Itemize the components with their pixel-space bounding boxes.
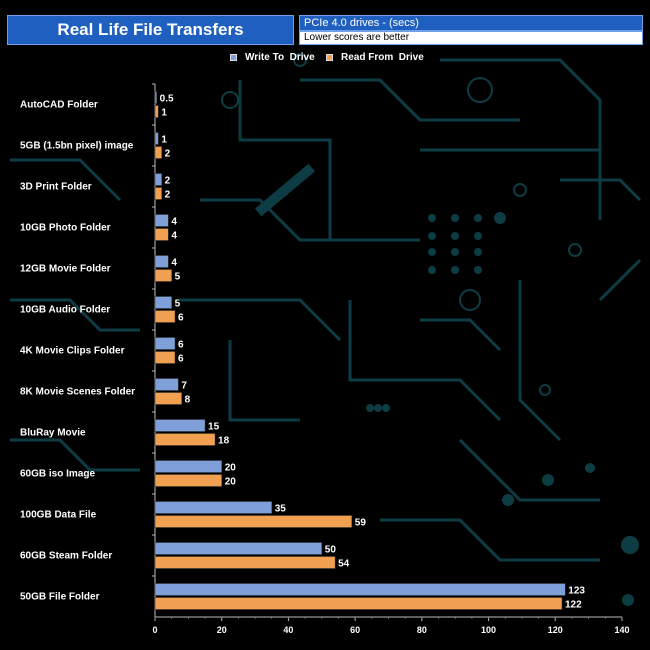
value-label-write: 50 — [325, 545, 337, 556]
x-tick-label: 60 — [350, 625, 360, 635]
category-label: 60GB iso Image — [20, 469, 95, 480]
bar-read — [154, 187, 162, 200]
value-label-read: 2 — [165, 190, 171, 201]
bar-write — [154, 255, 169, 268]
bar-read — [154, 269, 172, 282]
category-label: 3D Print Folder — [20, 182, 92, 193]
value-label-write: 5 — [175, 299, 181, 310]
bar-read — [154, 228, 169, 241]
bar-read — [154, 556, 336, 569]
legend-item-read: Read From Drive — [326, 52, 424, 63]
value-label-read: 20 — [225, 477, 237, 488]
x-tick-label: 20 — [217, 625, 227, 635]
value-label-write: 0.5 — [160, 94, 174, 105]
legend-item-write: Write To Drive — [230, 52, 315, 63]
category-label: AutoCAD Folder — [20, 100, 98, 111]
bar-read — [154, 351, 176, 364]
bar-write — [154, 296, 172, 309]
x-tick-label: 80 — [417, 625, 427, 635]
x-tick-label: 40 — [283, 625, 293, 635]
bar-write — [154, 214, 169, 227]
value-label-read: 5 — [175, 272, 181, 283]
value-label-read: 1 — [161, 108, 167, 119]
bar-read — [154, 597, 563, 610]
chart-subtitle: PCIe 4.0 drives - (secs) — [299, 15, 643, 31]
bar-write — [154, 542, 323, 555]
bar-write — [154, 460, 222, 473]
value-label-read: 8 — [185, 395, 191, 406]
bar-read — [154, 392, 182, 405]
value-label-write: 7 — [181, 381, 187, 392]
category-label: 10GB Audio Folder — [20, 305, 110, 316]
category-label: BluRay Movie — [20, 428, 86, 439]
category-label: 4K Movie Clips Folder — [20, 346, 125, 357]
legend-swatch-write — [230, 54, 237, 61]
category-label: 12GB Movie Folder — [20, 264, 111, 275]
legend-swatch-read — [326, 54, 333, 61]
value-label-read: 59 — [355, 518, 367, 529]
category-label: 10GB Photo Folder — [20, 223, 111, 234]
value-label-write: 20 — [225, 463, 237, 474]
bar-read — [154, 433, 216, 446]
value-label-read: 54 — [338, 559, 350, 570]
value-label-write: 35 — [275, 504, 287, 515]
value-label-read: 4 — [171, 231, 177, 242]
value-label-write: 15 — [208, 422, 220, 433]
category-label: 100GB Data File — [20, 510, 97, 521]
value-label-read: 18 — [218, 436, 230, 447]
bar-write — [154, 132, 159, 145]
chart-title: Real Life File Transfers — [57, 20, 244, 39]
value-label-read: 6 — [178, 313, 184, 324]
category-label: 8K Movie Scenes Folder — [20, 387, 135, 398]
value-label-read: 122 — [565, 600, 582, 611]
value-label-write: 4 — [171, 217, 177, 228]
bar-write — [154, 583, 566, 596]
value-label-read: 2 — [165, 149, 171, 160]
value-label-write: 6 — [178, 340, 184, 351]
bar-read — [154, 310, 176, 323]
x-tick-label: 0 — [152, 625, 157, 635]
chart-title-box: Real Life File Transfers — [7, 15, 294, 45]
x-tick-label: 120 — [548, 625, 563, 635]
x-tick-label: 100 — [481, 625, 496, 635]
bar-read — [154, 474, 222, 487]
x-tick-label: 140 — [614, 625, 629, 635]
value-label-read: 6 — [178, 354, 184, 365]
value-label-write: 2 — [165, 176, 171, 187]
value-label-write: 123 — [568, 586, 585, 597]
bar-read — [154, 515, 353, 528]
bar-write — [154, 91, 157, 104]
value-label-write: 4 — [171, 258, 177, 269]
bar-write — [154, 337, 176, 350]
bar-read — [154, 105, 159, 118]
bar-write — [154, 378, 179, 391]
legend-label-write: Write To Drive — [245, 52, 315, 63]
category-label: 60GB Steam Folder — [20, 551, 112, 562]
category-label: 50GB File Folder — [20, 592, 100, 603]
bar-read — [154, 146, 162, 159]
legend-label-read: Read From Drive — [341, 52, 424, 63]
bar-write — [154, 419, 206, 432]
legend: Write To Drive Read From Drive — [0, 52, 650, 68]
category-label: 5GB (1.5bn pixel) image — [20, 141, 134, 152]
chart-note: Lower scores are better — [299, 31, 643, 45]
value-label-write: 1 — [161, 135, 167, 146]
bar-write — [154, 501, 272, 514]
bar-write — [154, 173, 162, 186]
